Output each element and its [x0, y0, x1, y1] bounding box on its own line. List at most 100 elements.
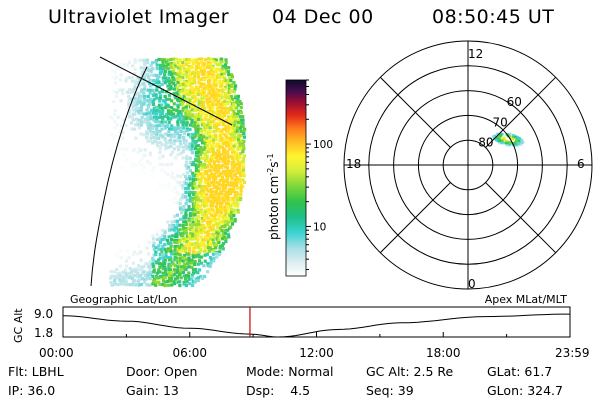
emission-pixel [130, 165, 134, 169]
emission-pixel [217, 169, 221, 173]
emission-pixel [184, 283, 188, 288]
emission-pixel [178, 232, 182, 236]
emission-pixel [191, 171, 195, 175]
emission-pixel [214, 138, 218, 142]
emission-pixel [181, 259, 185, 263]
emission-pixel [196, 124, 200, 128]
emission-pixel [200, 184, 204, 188]
emission-pixel [161, 79, 166, 83]
emission-pixel [218, 114, 223, 118]
emission-pixel [169, 270, 173, 274]
emission-pixel [158, 109, 162, 113]
emission-pixel [233, 135, 237, 139]
emission-pixel [185, 70, 189, 74]
emission-pixel [169, 87, 173, 91]
emission-pixel [157, 244, 161, 248]
emission-pixel [128, 267, 132, 271]
emission-pixel [157, 103, 162, 107]
emission-pixel [136, 181, 140, 186]
emission-pixel [158, 129, 162, 133]
emission-pixel [119, 99, 123, 103]
emission-pixel [232, 138, 237, 142]
emission-pixel [137, 94, 141, 98]
emission-pixel [181, 186, 185, 190]
emission-pixel [140, 94, 144, 98]
emission-pixel [221, 150, 226, 154]
emission-pixel [233, 84, 238, 88]
emission-pixel [214, 171, 218, 175]
emission-pixel [221, 247, 225, 251]
emission-pixel [241, 150, 245, 154]
emission-pixel [200, 217, 204, 221]
emission-pixel [206, 73, 210, 77]
emission-pixel [194, 144, 198, 148]
emission-pixel [169, 256, 173, 260]
emission-pixel [230, 222, 235, 226]
emission-pixel [158, 240, 163, 245]
emission-pixel [230, 75, 235, 79]
emission-pixel [199, 261, 204, 265]
emission-pixel [206, 121, 211, 125]
emission-pixel [176, 261, 180, 265]
emission-pixel [223, 87, 227, 91]
emission-pixel [178, 238, 182, 242]
emission-pixel [191, 205, 196, 209]
emission-pixel [193, 246, 197, 250]
emission-pixel [172, 81, 176, 86]
emission-pixel [112, 90, 116, 94]
emission-pixel [212, 96, 216, 100]
emission-pixel [176, 145, 180, 149]
emission-pixel [166, 123, 170, 127]
emission-pixel [211, 232, 216, 236]
emission-pixel [214, 189, 218, 194]
emission-pixel [220, 207, 224, 211]
emission-pixel [241, 178, 245, 182]
emission-pixel [226, 153, 230, 157]
emission-pixel [154, 190, 158, 194]
emission-pixel [194, 154, 199, 158]
emission-pixel [233, 94, 238, 98]
emission-pixel [158, 66, 163, 71]
emission-pixel [140, 157, 144, 161]
emission-pixel [200, 175, 204, 179]
emission-pixel [197, 159, 201, 163]
emission-pixel [167, 228, 172, 232]
emission-pixel [196, 148, 200, 152]
emission-pixel [199, 178, 203, 182]
emission-pixel [172, 142, 176, 146]
gc-alt-label: GC Alt: [366, 364, 410, 379]
emission-pixel [235, 177, 239, 182]
emission-pixel [188, 223, 192, 227]
emission-pixel [158, 106, 162, 110]
emission-pixel [214, 198, 218, 203]
emission-pixel [169, 258, 173, 262]
emission-pixel [224, 240, 228, 244]
emission-pixel [208, 217, 213, 221]
emission-pixel [221, 100, 225, 105]
emission-pixel [208, 246, 212, 250]
emission-pixel [208, 207, 212, 211]
emission-pixel [161, 63, 165, 68]
emission-pixel [160, 106, 164, 111]
emission-pixel [197, 226, 201, 230]
emission-pixel [181, 193, 185, 197]
emission-pixel [194, 177, 199, 182]
emission-pixel [121, 136, 125, 140]
emission-pixel [185, 121, 189, 125]
emission-pixel [215, 88, 219, 92]
emission-pixel [227, 84, 231, 88]
emission-pixel [167, 76, 171, 80]
emission-pixel [233, 123, 237, 127]
emission-pixel [223, 138, 227, 142]
emission-pixel [139, 111, 144, 115]
seq-field: Seq: 39 [366, 383, 414, 398]
emission-pixel [158, 63, 163, 68]
emission-pixel [194, 127, 198, 131]
emission-pixel [127, 231, 132, 235]
emission-pixel [229, 169, 233, 173]
emission-pixel [179, 265, 184, 269]
emission-pixel [188, 282, 192, 286]
emission-pixel [209, 165, 214, 169]
emission-pixel [152, 264, 156, 268]
emission-pixel [215, 201, 220, 205]
